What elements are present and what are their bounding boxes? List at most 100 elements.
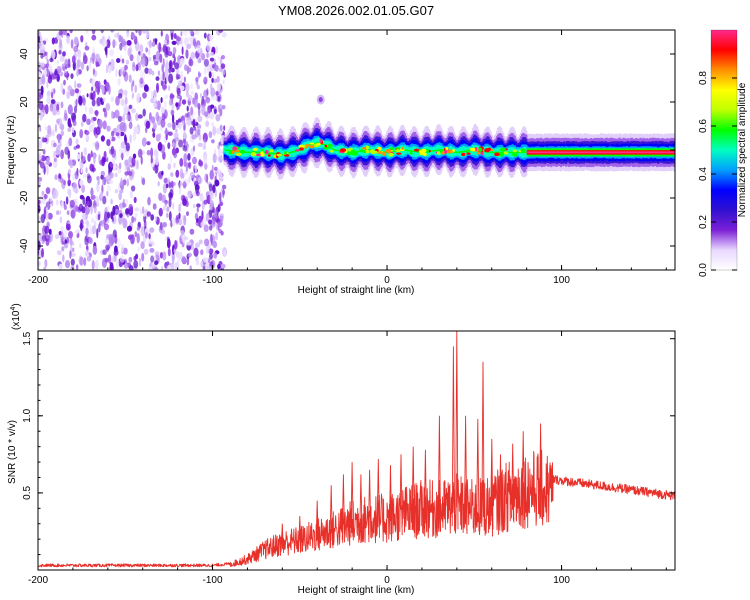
noise-blob xyxy=(193,192,197,197)
snr-spike xyxy=(455,331,459,530)
noise-blob xyxy=(101,85,105,95)
snr-spike xyxy=(521,431,525,521)
noise-blob xyxy=(128,121,133,130)
noise-blob xyxy=(120,243,125,253)
noise-blob xyxy=(170,32,174,41)
noise-blob xyxy=(199,93,202,98)
noise-blob xyxy=(123,247,128,255)
noise-blob xyxy=(109,172,114,179)
noise-blob xyxy=(167,51,173,57)
noise-blob xyxy=(144,67,149,74)
noise-blob xyxy=(44,51,48,56)
noise-blob xyxy=(88,223,92,230)
noise-blob xyxy=(161,64,164,73)
noise-blob xyxy=(194,30,200,35)
noise-blob xyxy=(194,184,200,191)
noise-blob xyxy=(131,82,133,93)
noise-blob xyxy=(120,54,122,65)
noise-blob xyxy=(115,258,120,269)
signal-hotspot xyxy=(232,146,238,151)
noise-blob xyxy=(183,215,187,226)
signal-hotspot xyxy=(382,151,386,156)
noise-blob xyxy=(162,71,165,81)
noise-blob xyxy=(63,204,67,211)
noise-blob xyxy=(211,164,214,173)
noise-blob xyxy=(204,238,210,247)
noise-blob xyxy=(180,115,186,123)
noise-blob xyxy=(120,98,125,107)
noise-blob xyxy=(206,51,209,59)
noise-blob xyxy=(200,99,206,108)
noise-blob xyxy=(102,120,107,130)
noise-blob xyxy=(126,40,132,46)
noise-blob xyxy=(38,204,41,214)
noise-blob xyxy=(182,198,187,207)
noise-blob xyxy=(126,178,130,187)
noise-blob xyxy=(146,211,152,217)
noise-blob xyxy=(51,72,54,81)
noise-blob xyxy=(108,179,114,184)
noise-blob xyxy=(151,90,154,101)
noise-blob xyxy=(138,30,142,36)
noise-blob xyxy=(190,83,193,90)
colorbar-tick-label: 0.6 xyxy=(698,119,709,133)
noise-blob xyxy=(46,80,49,89)
noise-blob xyxy=(206,265,212,270)
noise-blob xyxy=(60,130,64,137)
noise-blob xyxy=(125,142,130,152)
noise-blob xyxy=(110,30,115,33)
noise-blob xyxy=(206,88,209,96)
noise-blob xyxy=(110,257,115,264)
noise-blob xyxy=(113,127,117,134)
noise-blob xyxy=(213,210,217,218)
noise-blob xyxy=(165,46,171,52)
noise-blob xyxy=(110,211,114,220)
noise-blob xyxy=(168,197,172,208)
noise-blob xyxy=(114,208,120,214)
signal-hotspot xyxy=(252,148,258,151)
colorbar-tick-label: 0.2 xyxy=(698,215,709,229)
noise-blob xyxy=(40,214,45,224)
noise-blob xyxy=(80,151,83,160)
noise-blob xyxy=(157,172,163,178)
noise-blob xyxy=(102,177,106,186)
noise-blob xyxy=(186,119,192,127)
noise-blob xyxy=(46,90,51,98)
figure-title: YM08.2026.002.01.05.G07 xyxy=(278,3,434,18)
snr-marks xyxy=(38,331,675,568)
noise-blob xyxy=(62,51,66,57)
noise-blob xyxy=(191,134,197,140)
noise-blob xyxy=(170,109,175,115)
noise-blob xyxy=(138,257,142,267)
signal-hotspot xyxy=(299,147,304,151)
signal-hotspot xyxy=(250,152,257,157)
noise-blob xyxy=(92,68,95,75)
noise-blob xyxy=(188,58,194,67)
snr-spike xyxy=(498,454,503,527)
noise-blob xyxy=(78,203,84,212)
noise-blob xyxy=(75,98,78,108)
noise-blob xyxy=(197,103,201,110)
noise-blob xyxy=(70,252,76,257)
noise-blob xyxy=(124,174,128,180)
noise-blob xyxy=(58,141,62,148)
signal-hotspot xyxy=(316,143,321,146)
spectrogram-xtick-label: -200 xyxy=(28,275,48,286)
signal-hotspot xyxy=(414,148,420,152)
snr-ytick-label: 1.0 xyxy=(22,408,33,422)
noise-blob xyxy=(76,167,79,176)
noise-blob xyxy=(192,156,197,165)
noise-blob xyxy=(67,104,73,115)
noise-blob xyxy=(122,211,125,219)
noise-blob xyxy=(97,119,103,130)
noise-blob xyxy=(86,65,89,72)
spectrogram-xlabel: Height of straight line (km) xyxy=(298,285,415,296)
snr-spike xyxy=(359,474,363,540)
noise-blob xyxy=(86,219,89,228)
noise-blob xyxy=(132,34,136,40)
noise-blob xyxy=(88,237,93,244)
noise-blob xyxy=(219,124,223,132)
noise-blob xyxy=(46,58,49,68)
noise-blob xyxy=(161,194,166,203)
